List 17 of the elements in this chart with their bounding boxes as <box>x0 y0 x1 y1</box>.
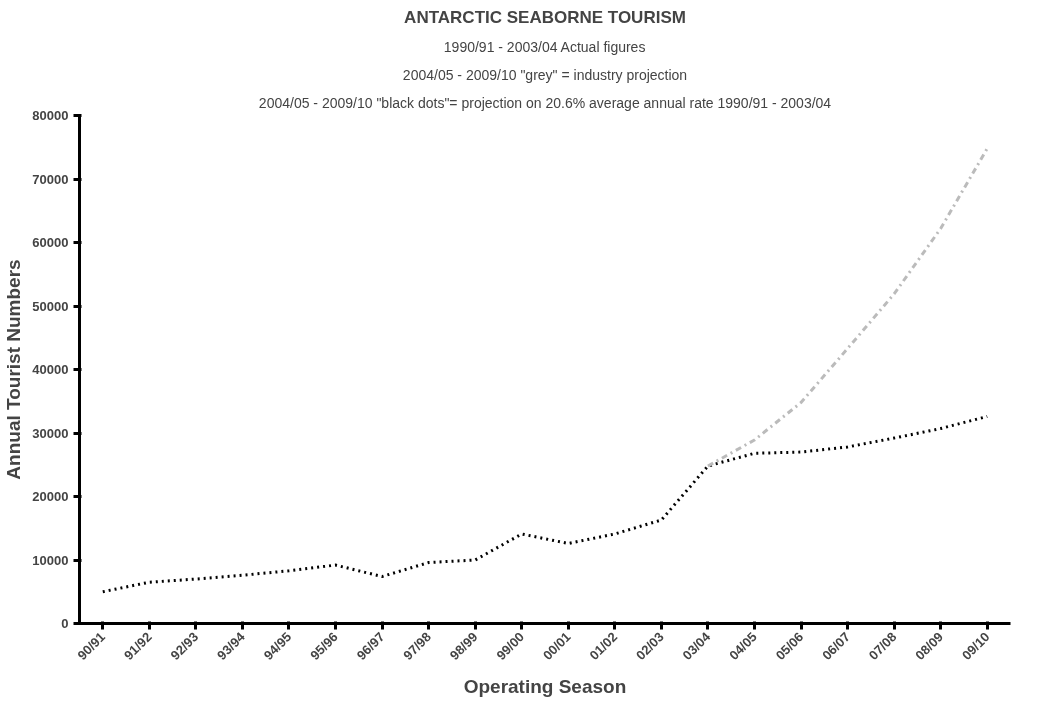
chart-title: ANTARCTIC SEABORNE TOURISM <box>404 7 686 27</box>
y-tick-label: 40000 <box>32 362 69 377</box>
y-tick-label: 50000 <box>32 298 69 314</box>
chart-subtitle: 1990/91 - 2003/04 Actual figures <box>443 38 646 55</box>
y-tick-label: 30000 <box>32 425 69 441</box>
y-axis-title: Annual Tourist Numbers <box>3 259 25 480</box>
text: 2004/05 - 2009/10 "grey" = industry projection <box>402 66 688 83</box>
y-tick-label: 0 <box>61 616 69 631</box>
line-series <box>101 414 989 594</box>
x-axis-title: Operating Season <box>463 676 627 698</box>
y-tick-label: 70000 <box>32 171 69 187</box>
y-tick-label: 10000 <box>32 552 69 568</box>
y-tick-label: 60000 <box>32 235 69 250</box>
text: 2004/05 - 2009/10 "black dots"= projection on 20.6% average annual rate 1990/91 - 2003/04 <box>258 94 832 111</box>
y-tick-label: 20000 <box>32 489 69 504</box>
line-series <box>706 147 989 468</box>
y-tick-label: 80000 <box>32 108 69 123</box>
